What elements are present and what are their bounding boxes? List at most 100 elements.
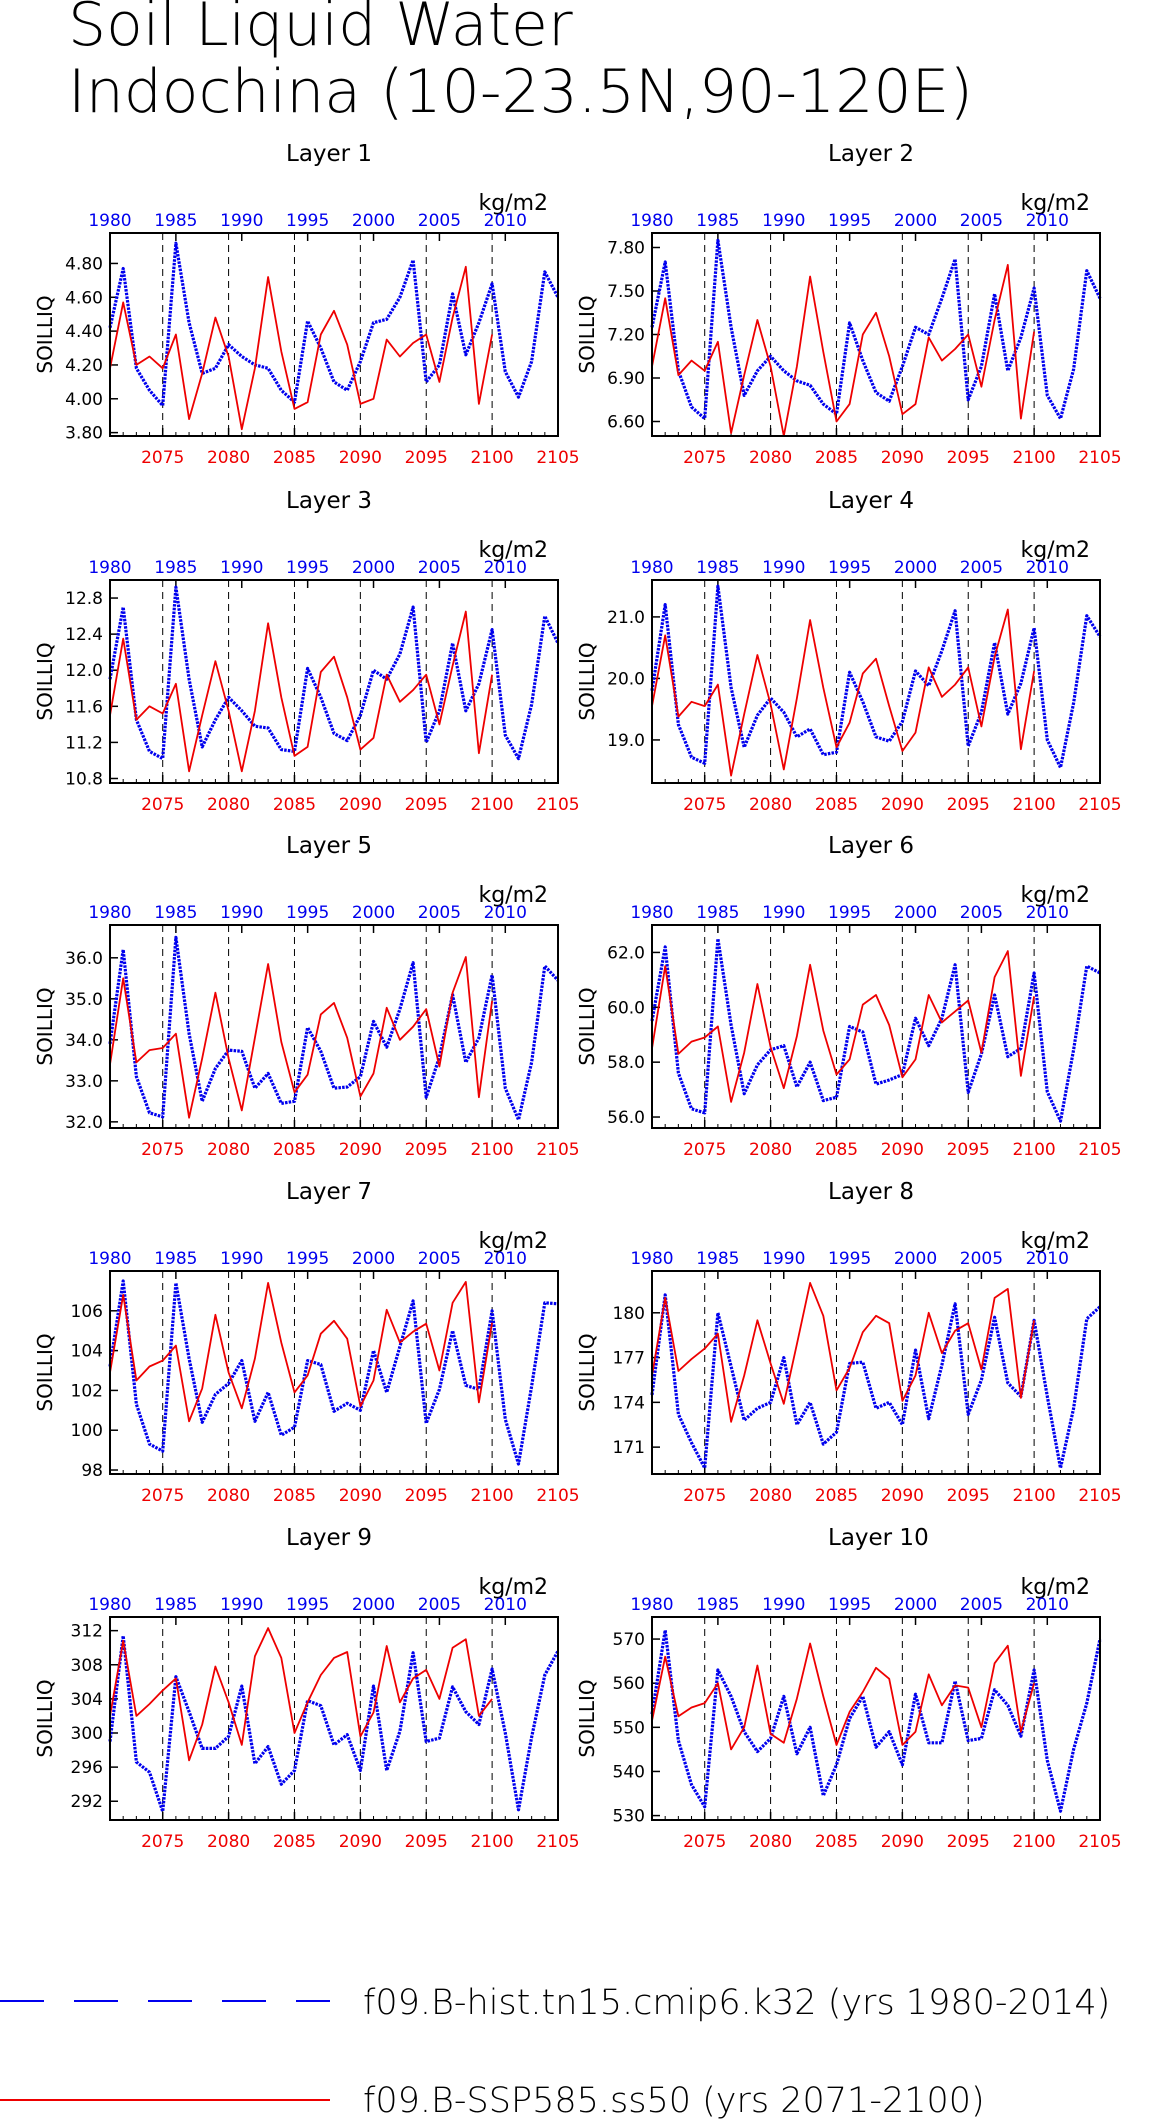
x-tick-label-top: 1990 xyxy=(220,1249,263,1269)
panel-title: Layer 9 xyxy=(286,1525,372,1551)
x-tick-label-top: 2000 xyxy=(352,211,395,231)
x-tick-label-bottom: 2105 xyxy=(536,1140,579,1160)
series-line-hist xyxy=(650,1293,1102,1470)
x-tick-label-top: 2005 xyxy=(960,903,1003,923)
x-tick-label-top: 1980 xyxy=(88,903,131,923)
y-tick-label: 180 xyxy=(613,1304,645,1324)
x-tick-label-top: 1980 xyxy=(88,211,131,231)
x-tick-label-top: 2005 xyxy=(418,558,461,578)
plot-frame xyxy=(651,579,1101,784)
y-tick-label: 60.0 xyxy=(607,998,645,1018)
y-tick-label: 171 xyxy=(613,1438,645,1458)
x-tick-label-top: 2010 xyxy=(484,903,527,923)
y-tick-label: 174 xyxy=(613,1393,645,1413)
x-tick-label-bottom: 2105 xyxy=(1078,448,1121,468)
x-tick-label-top: 1995 xyxy=(286,903,329,923)
y-tick-label: 21.0 xyxy=(607,608,645,628)
x-tick-label-bottom: 2075 xyxy=(683,795,726,815)
y-tick-label: 6.60 xyxy=(607,413,645,433)
series-line-hist xyxy=(650,584,1102,770)
x-tick-label-bottom: 2090 xyxy=(881,448,924,468)
x-tick-label-bottom: 2080 xyxy=(749,448,792,468)
x-tick-label-bottom: 2085 xyxy=(815,448,858,468)
y-tick-label: 4.80 xyxy=(65,254,103,274)
x-tick-label-bottom: 2105 xyxy=(536,795,579,815)
series-line-ssp xyxy=(651,950,1035,1103)
x-tick-label-bottom: 2080 xyxy=(749,1140,792,1160)
x-tick-label-top: 2000 xyxy=(352,558,395,578)
series-line-ssp xyxy=(651,608,1035,777)
chart-panel-5: Layer 5 kg/m2 SOILLIQ 2075 2080 2085 2090 2095 2… xyxy=(33,833,580,1160)
y-tick-label: 560 xyxy=(613,1674,645,1694)
x-tick-label-bottom: 2085 xyxy=(815,1832,858,1852)
x-tick-label-bottom: 2080 xyxy=(749,1832,792,1852)
x-tick-label-bottom: 2085 xyxy=(815,1486,858,1506)
x-tick-label-bottom: 2085 xyxy=(273,1832,316,1852)
y-tick-label: 34.0 xyxy=(65,1031,103,1051)
x-tick-label-top: 1995 xyxy=(286,558,329,578)
units-label: kg/m2 xyxy=(1020,538,1090,563)
chart-panel-1: Layer 1 kg/m2 SOILLIQ 2075 2080 2085 2090 2095 2… xyxy=(33,141,580,468)
x-tick-label-top: 1990 xyxy=(762,558,805,578)
x-tick-label-bottom: 2075 xyxy=(141,1832,184,1852)
series-line-hist xyxy=(108,935,560,1122)
figure-title-line-1: Soil Liquid Water xyxy=(68,0,573,60)
y-tick-label: 11.2 xyxy=(65,733,103,753)
x-tick-label-top: 1985 xyxy=(696,558,739,578)
x-tick-label-bottom: 2100 xyxy=(470,1486,513,1506)
panel-grid: Layer 1 kg/m2 SOILLIQ 2075 2080 2085 2090 2095 2… xyxy=(33,141,1122,1852)
x-tick-label-bottom: 2075 xyxy=(141,795,184,815)
x-tick-label-top: 1995 xyxy=(828,1249,871,1269)
x-tick-label-bottom: 2075 xyxy=(141,1486,184,1506)
x-tick-label-bottom: 2085 xyxy=(273,448,316,468)
x-tick-label-bottom: 2100 xyxy=(1012,448,1055,468)
series-line-ssp xyxy=(109,1627,493,1762)
series-line-hist xyxy=(108,585,560,761)
x-tick-label-top: 2000 xyxy=(894,903,937,923)
x-tick-label-top: 1990 xyxy=(220,1595,263,1615)
series-line-ssp xyxy=(109,1281,493,1423)
x-tick-label-top: 1990 xyxy=(220,558,263,578)
x-tick-label-top: 1980 xyxy=(630,211,673,231)
x-tick-label-top: 2000 xyxy=(894,558,937,578)
x-tick-label-top: 2000 xyxy=(894,211,937,231)
x-tick-label-bottom: 2105 xyxy=(1078,1832,1121,1852)
panel-title: Layer 10 xyxy=(828,1525,929,1551)
units-label: kg/m2 xyxy=(1020,883,1090,908)
y-tick-label: 7.80 xyxy=(607,239,645,259)
x-tick-label-bottom: 2080 xyxy=(207,1140,250,1160)
x-tick-label-bottom: 2090 xyxy=(339,1832,382,1852)
legend: f09.B-hist.tn15.cmip6.k32 (yrs 1980-2014… xyxy=(0,1983,1110,2119)
units-label: kg/m2 xyxy=(478,538,548,563)
y-tick-label: 7.50 xyxy=(607,282,645,302)
x-tick-label-bottom: 2105 xyxy=(536,1832,579,1852)
panel-title: Layer 7 xyxy=(286,1179,372,1205)
x-tick-label-top: 1985 xyxy=(696,1595,739,1615)
y-tick-label: 20.0 xyxy=(607,669,645,689)
x-tick-label-top: 2010 xyxy=(484,1249,527,1269)
x-tick-label-bottom: 2095 xyxy=(405,795,448,815)
x-tick-label-bottom: 2095 xyxy=(405,1486,448,1506)
x-tick-label-bottom: 2105 xyxy=(536,448,579,468)
x-tick-label-top: 1990 xyxy=(762,1249,805,1269)
x-tick-label-top: 2005 xyxy=(960,211,1003,231)
panel-title: Layer 1 xyxy=(286,141,372,167)
x-tick-label-top: 2010 xyxy=(1026,211,1069,231)
y-tick-label: 570 xyxy=(613,1630,645,1650)
plot-frame xyxy=(651,232,1101,437)
units-label: kg/m2 xyxy=(478,191,548,216)
panel-title: Layer 5 xyxy=(286,833,372,859)
x-tick-label-top: 2000 xyxy=(352,1595,395,1615)
plot-frame xyxy=(109,579,559,784)
x-tick-label-bottom: 2075 xyxy=(141,448,184,468)
x-tick-label-top: 2005 xyxy=(418,1249,461,1269)
x-tick-label-top: 2005 xyxy=(960,1249,1003,1269)
x-tick-label-top: 2010 xyxy=(1026,1595,1069,1615)
units-label: kg/m2 xyxy=(1020,1229,1090,1254)
plot-frame xyxy=(651,924,1101,1129)
x-tick-label-bottom: 2105 xyxy=(1078,1140,1121,1160)
x-tick-label-bottom: 2080 xyxy=(749,795,792,815)
x-tick-label-bottom: 2085 xyxy=(273,1140,316,1160)
x-tick-label-bottom: 2095 xyxy=(947,1140,990,1160)
x-tick-label-bottom: 2100 xyxy=(470,795,513,815)
